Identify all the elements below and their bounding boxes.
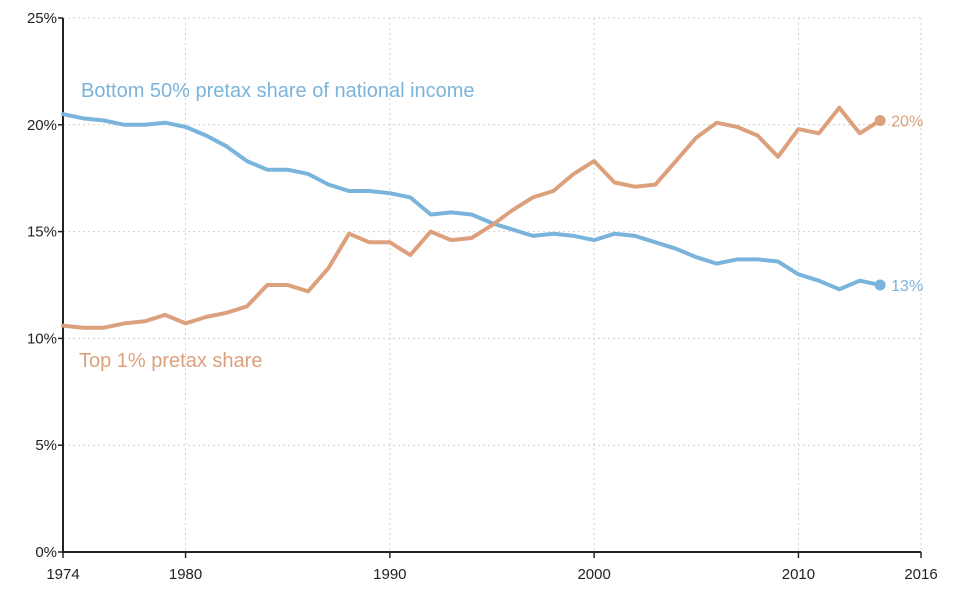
series-layer [61, 105, 886, 330]
series-name-label: Top 1% pretax share [79, 350, 262, 372]
series-end-label: 20% [891, 114, 923, 131]
y-tick-label: 5% [35, 437, 57, 454]
y-tick-label: 15% [27, 224, 57, 241]
series-end-label: 13% [891, 278, 923, 295]
x-tick-label: 2010 [782, 566, 815, 583]
y-tick-label: 0% [35, 544, 57, 561]
series-end-point [874, 115, 886, 127]
x-tick-label: 2016 [904, 566, 937, 583]
x-tick-label: 1990 [373, 566, 406, 583]
x-tick-label: 1980 [169, 566, 202, 583]
y-tick-label: 20% [27, 117, 57, 134]
x-tick-label: 1974 [46, 566, 79, 583]
series-line [61, 105, 883, 330]
x-tick-label: 2000 [577, 566, 610, 583]
y-tick-label: 25% [27, 10, 57, 27]
grid-layer [63, 17, 922, 552]
axis-layer: 0% 5% 10% 15% 20% 25% 1974 1980 1990 2000 2010 2016 [27, 10, 938, 583]
series-end-point [874, 279, 886, 291]
y-tick-label: 10% [27, 330, 57, 347]
label-layer: 13% Bottom 50% pretax share of national i… [79, 80, 923, 372]
series-name-label: Bottom 50% pretax share of national inco… [81, 80, 475, 102]
series-line [61, 112, 883, 292]
